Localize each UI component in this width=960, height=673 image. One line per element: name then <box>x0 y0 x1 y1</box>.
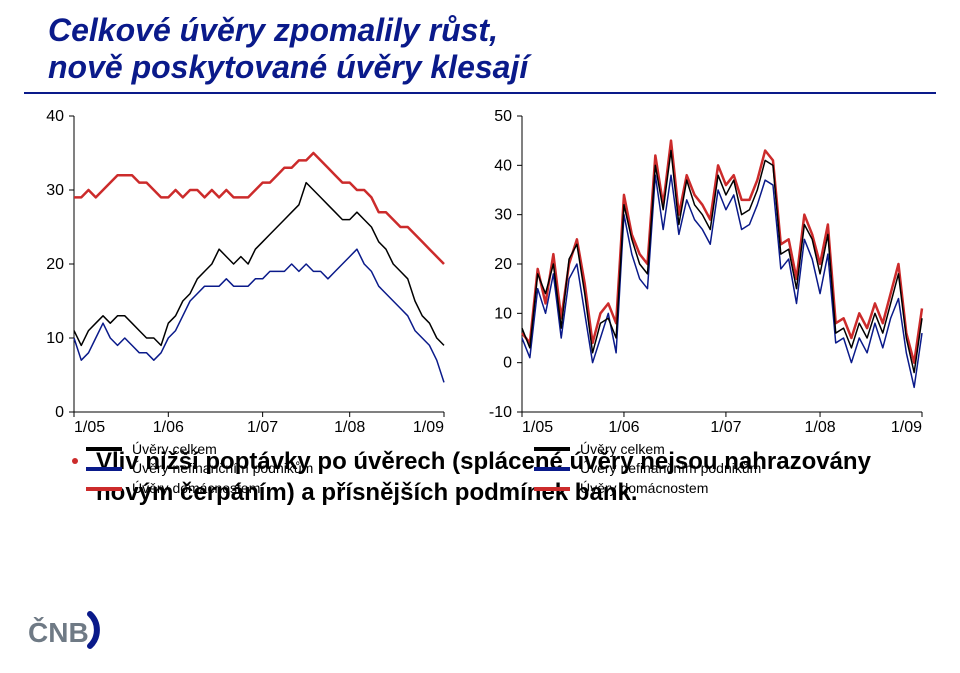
title-rule <box>24 92 936 94</box>
legend-item-nefinancnim: Úvěry nefinančním podnikům <box>534 459 761 479</box>
svg-text:1/06: 1/06 <box>153 419 184 436</box>
legend-item-domacnostem: Úvěry domácnostem <box>86 479 313 499</box>
logo-arc <box>90 614 97 646</box>
svg-text:1/07: 1/07 <box>247 419 278 436</box>
svg-text:1/09: 1/09 <box>413 419 444 436</box>
svg-text:20: 20 <box>46 256 64 273</box>
logo-text: ČNB <box>28 616 89 648</box>
title-block: Celkové úvěry zpomalily růst, nově posky… <box>48 12 936 86</box>
legend-item-domacnostem: Úvěry domácnostem <box>534 479 761 499</box>
charts-row: 0102030401/051/061/071/081/09 Úvěry celk… <box>24 108 936 438</box>
svg-text:1/05: 1/05 <box>74 419 105 436</box>
svg-text:10: 10 <box>46 330 64 347</box>
svg-text:1/08: 1/08 <box>334 419 365 436</box>
legend-right: Úvěry celkemÚvěry nefinančním podnikůmÚv… <box>534 440 761 499</box>
chart-right-wrap: -10010203040501/051/061/071/081/09 Úvěry… <box>472 108 932 438</box>
svg-text:1/06: 1/06 <box>608 419 639 436</box>
legend-swatch <box>86 467 122 471</box>
chart-left: 0 10 20 30 40 1/05 1/06 1/07 1/08 1/09 <box>24 108 454 438</box>
legend-swatch <box>86 447 122 451</box>
svg-text:0: 0 <box>503 354 512 371</box>
svg-text:1/05: 1/05 <box>522 419 553 436</box>
svg-text:40: 40 <box>494 157 512 174</box>
svg-text:1/08: 1/08 <box>804 419 835 436</box>
legend-label: Úvěry celkem <box>132 440 217 460</box>
svg-text:50: 50 <box>494 108 512 125</box>
svg-text:30: 30 <box>46 182 64 199</box>
legend-label: Úvěry nefinančním podnikům <box>580 459 761 479</box>
legend-label: Úvěry domácnostem <box>580 479 708 499</box>
svg-text:10: 10 <box>494 305 512 322</box>
svg-text:30: 30 <box>494 206 512 223</box>
svg-text:1/09: 1/09 <box>891 419 922 436</box>
legend-swatch <box>534 447 570 451</box>
logo: ČNB <box>20 608 110 657</box>
svg-text:20: 20 <box>494 256 512 273</box>
legend-swatch <box>534 487 570 491</box>
legend-swatch <box>534 467 570 471</box>
legend-label: Úvěry nefinančním podnikům <box>132 459 313 479</box>
legend-label: Úvěry celkem <box>580 440 665 460</box>
legend-label: Úvěry domácnostem <box>132 479 260 499</box>
slide: Celkové úvěry zpomalily růst, nově posky… <box>0 0 960 673</box>
svg-text:-10: -10 <box>489 404 512 421</box>
legend-left: Úvěry celkemÚvěry nefinančním podnikůmÚv… <box>86 440 313 499</box>
svg-text:40: 40 <box>46 108 64 125</box>
title-line-1: Celkové úvěry zpomalily růst, <box>48 12 936 49</box>
logo-svg: ČNB <box>20 608 110 652</box>
legend-item-nefinancnim: Úvěry nefinančním podnikům <box>86 459 313 479</box>
title-line-2: nově poskytované úvěry klesají <box>48 49 936 86</box>
svg-text:0: 0 <box>55 404 64 421</box>
chart-right: -10 0 10 20 30 40 50 1/05 1/06 1/07 1/08 1/09 <box>472 108 932 438</box>
svg-text:1/07: 1/07 <box>710 419 741 436</box>
bullet-dot <box>72 458 78 464</box>
chart-left-wrap: 0102030401/051/061/071/081/09 Úvěry celk… <box>24 108 454 438</box>
legend-item-celkem: Úvěry celkem <box>86 440 313 460</box>
legend-swatch <box>86 487 122 491</box>
legend-item-celkem: Úvěry celkem <box>534 440 761 460</box>
